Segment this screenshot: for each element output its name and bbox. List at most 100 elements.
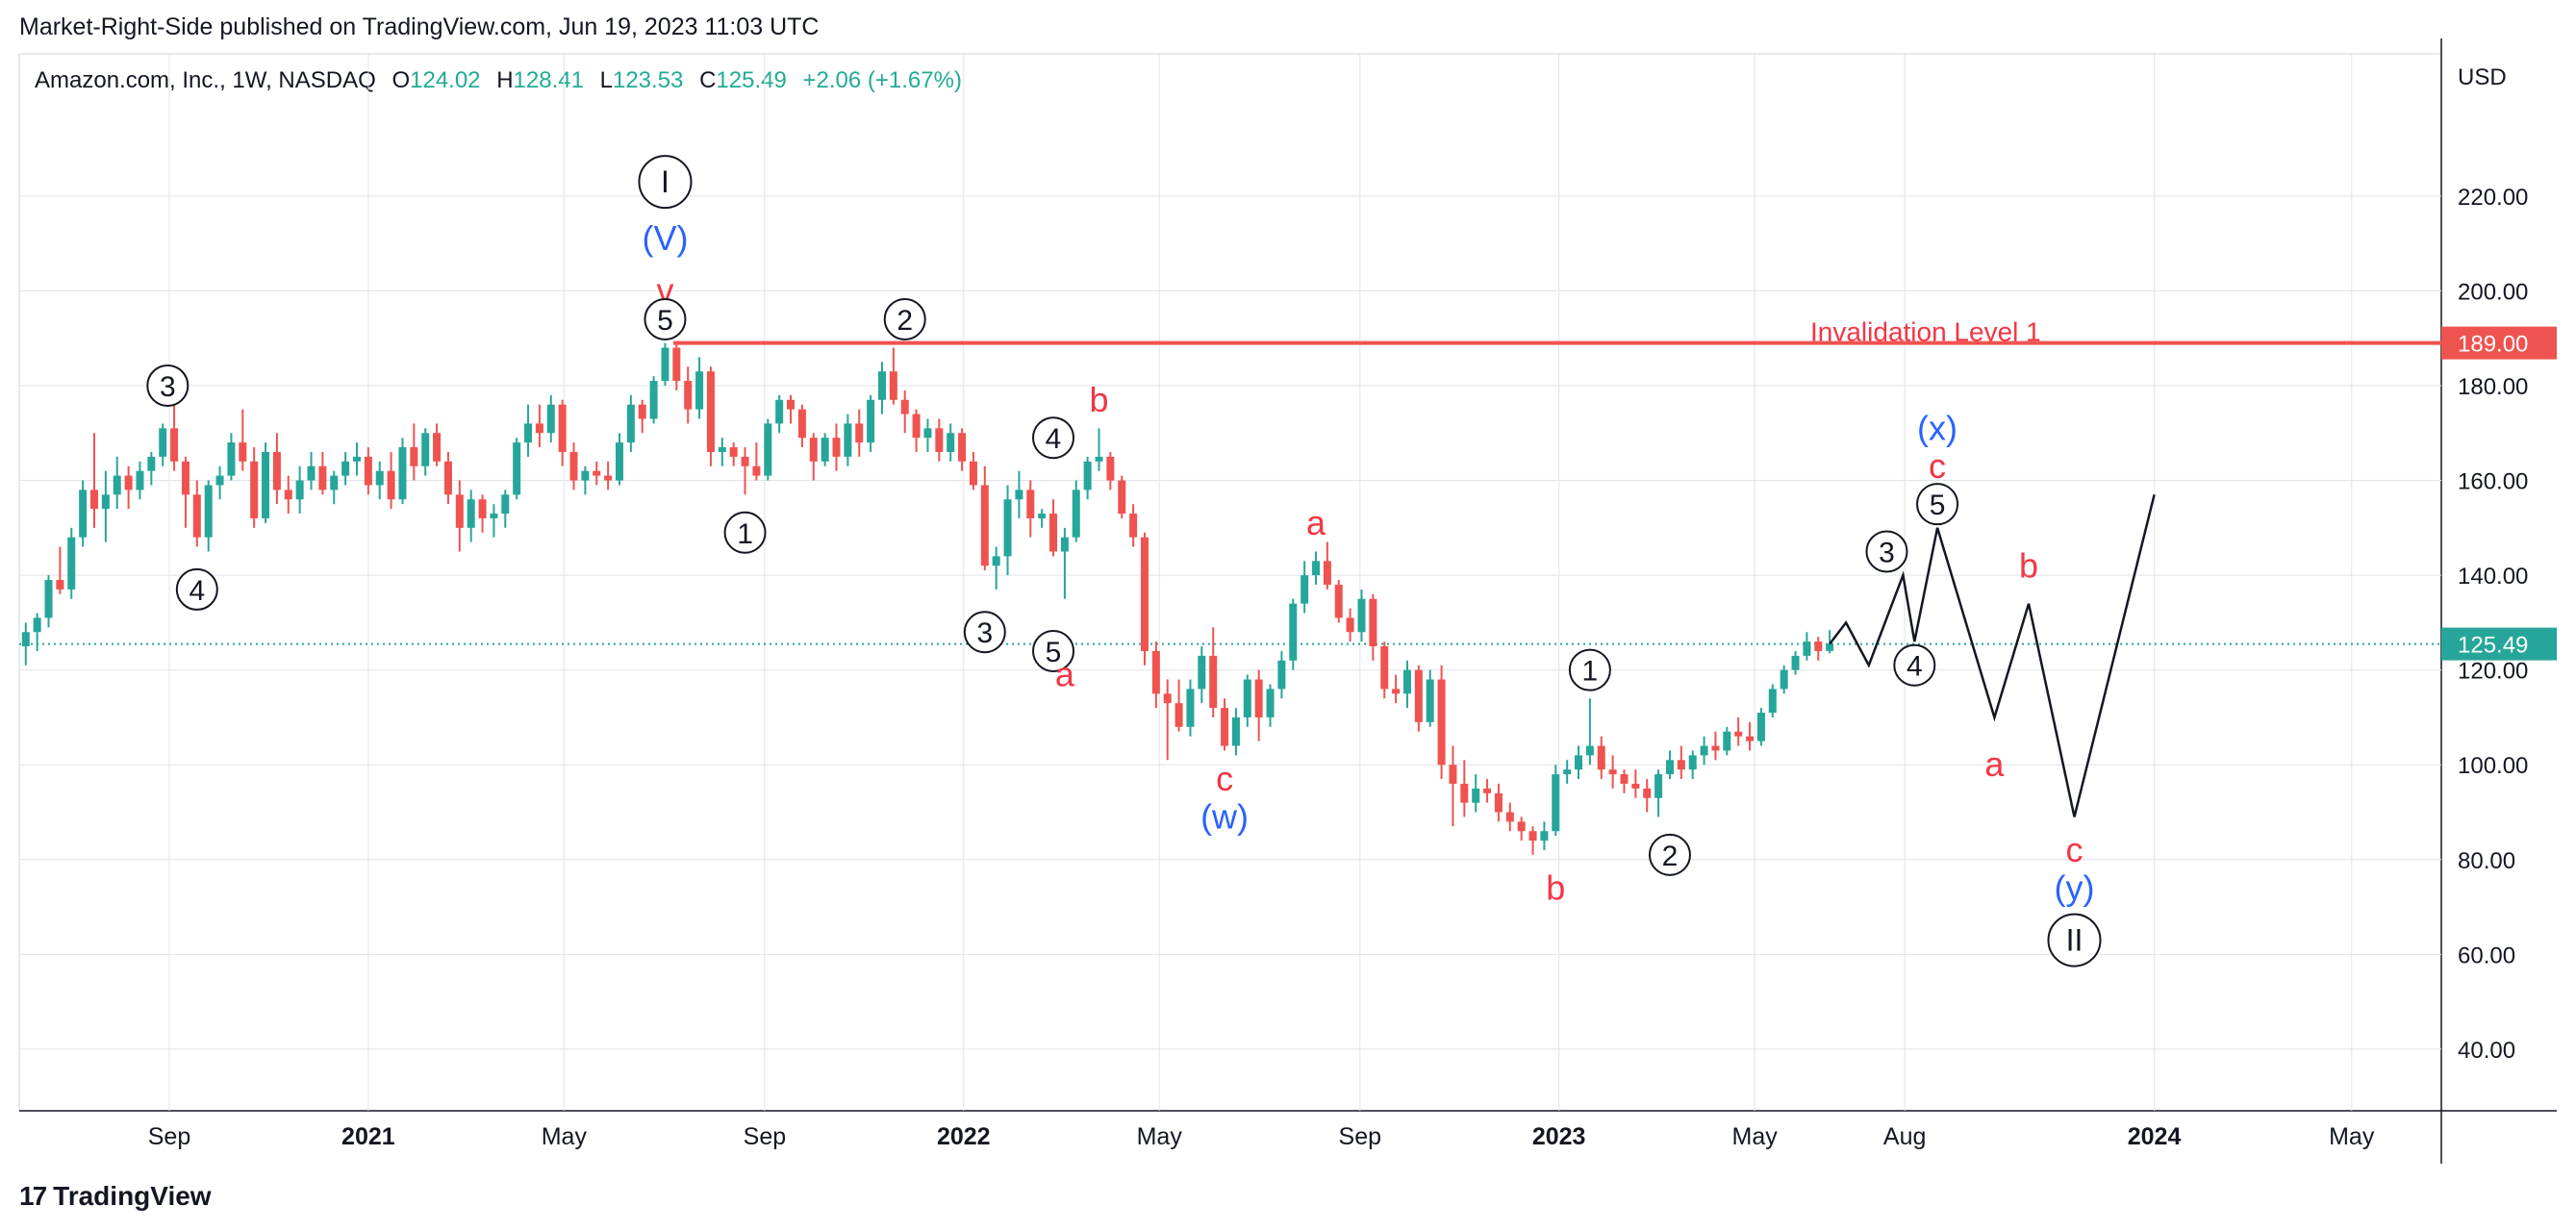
candle <box>855 423 864 443</box>
candle <box>1449 765 1457 784</box>
candle <box>1106 456 1115 481</box>
candle <box>1483 788 1492 793</box>
candle <box>569 451 578 481</box>
candle <box>980 485 989 566</box>
candle <box>649 381 658 419</box>
candle <box>1083 461 1092 490</box>
candle <box>1038 514 1047 518</box>
candle <box>1585 745 1594 756</box>
wave-label: 2 <box>1662 841 1679 872</box>
candle <box>1756 713 1765 741</box>
wave-label: c <box>1929 446 1946 486</box>
candle <box>1026 490 1035 518</box>
candle <box>1700 745 1708 756</box>
candle <box>706 371 715 452</box>
y-tick-label: 220.00 <box>2458 185 2528 211</box>
high-value: 128.41 <box>513 67 584 93</box>
candle <box>136 470 144 490</box>
candle <box>718 447 726 452</box>
candle <box>1575 755 1583 770</box>
candle <box>398 447 407 500</box>
candle <box>1231 716 1240 746</box>
brand-name: TradingView <box>53 1181 212 1211</box>
candle <box>958 433 967 462</box>
candle <box>1768 689 1777 714</box>
x-tick-label: Sep <box>148 1123 190 1150</box>
candle <box>295 480 304 500</box>
candle <box>1528 831 1537 842</box>
wave-label-circle <box>175 567 218 611</box>
publish-info: Market-Right-Side published on TradingVi… <box>19 13 820 40</box>
candle <box>410 447 418 466</box>
wave-label-circle <box>723 511 767 554</box>
candle <box>79 490 88 538</box>
candle <box>1163 693 1172 704</box>
candle <box>227 442 236 476</box>
x-tick-label: Sep <box>744 1123 786 1150</box>
wave-label: 5 <box>657 305 673 337</box>
candle <box>284 490 292 500</box>
symbol-name[interactable]: Amazon.com, Inc., 1W, NASDAQ <box>35 67 376 93</box>
tradingview-brand[interactable]: 17 TradingView <box>19 1181 212 1212</box>
candle <box>1643 788 1652 798</box>
candle <box>1118 480 1126 515</box>
candle <box>478 499 487 518</box>
candle <box>1620 774 1629 784</box>
candle <box>101 494 110 510</box>
wave-label: 5 <box>1046 637 1062 668</box>
candle <box>239 442 247 462</box>
candle <box>375 470 384 486</box>
candle <box>1814 641 1823 651</box>
candle <box>1437 679 1446 766</box>
candle <box>1003 499 1012 557</box>
wave-label: 3 <box>1879 537 1895 568</box>
open-label: O <box>391 67 411 93</box>
x-tick-label: 2024 <box>2128 1123 2182 1150</box>
candle <box>1472 788 1480 803</box>
candle <box>900 399 909 415</box>
candle <box>1254 679 1263 717</box>
candle <box>1402 669 1411 694</box>
wave-label: I <box>661 164 669 199</box>
candle <box>330 475 339 490</box>
candle <box>215 475 224 486</box>
candle <box>775 399 784 424</box>
candle <box>1540 831 1549 842</box>
candle <box>170 428 179 462</box>
change-value: +2.06 (+1.67%) <box>802 67 962 93</box>
candle <box>1552 774 1560 832</box>
tradingview-logo-icon: 17 <box>19 1181 47 1211</box>
candle <box>1723 731 1731 751</box>
candle <box>672 347 681 382</box>
x-tick-label: 2021 <box>341 1123 395 1150</box>
y-tick-label: 140.00 <box>2458 564 2528 590</box>
currency-label: USD <box>2458 64 2507 90</box>
candle <box>181 461 189 495</box>
close-value: 125.49 <box>716 67 787 93</box>
candle <box>1129 514 1138 538</box>
candle <box>935 428 944 452</box>
candle <box>844 423 852 457</box>
candle <box>581 470 590 481</box>
candle <box>1597 745 1605 770</box>
candle <box>1151 650 1160 694</box>
candle <box>1243 679 1251 717</box>
candle <box>615 442 623 481</box>
candle <box>1654 774 1663 798</box>
candle <box>867 399 875 443</box>
x-tick-label: 2023 <box>1532 1123 1586 1150</box>
candle <box>1803 641 1811 656</box>
candle <box>797 409 806 439</box>
candle <box>147 456 156 471</box>
x-tick-label: May <box>1137 1123 1183 1150</box>
candle <box>1494 792 1503 813</box>
candle <box>1049 514 1058 552</box>
candle <box>455 494 464 528</box>
candle <box>1631 783 1640 789</box>
candle <box>433 433 442 462</box>
candle <box>1266 689 1275 717</box>
current-price-label: 125.49 <box>2458 633 2528 659</box>
candle <box>1323 561 1331 585</box>
wave-label: 5 <box>1930 490 1946 521</box>
